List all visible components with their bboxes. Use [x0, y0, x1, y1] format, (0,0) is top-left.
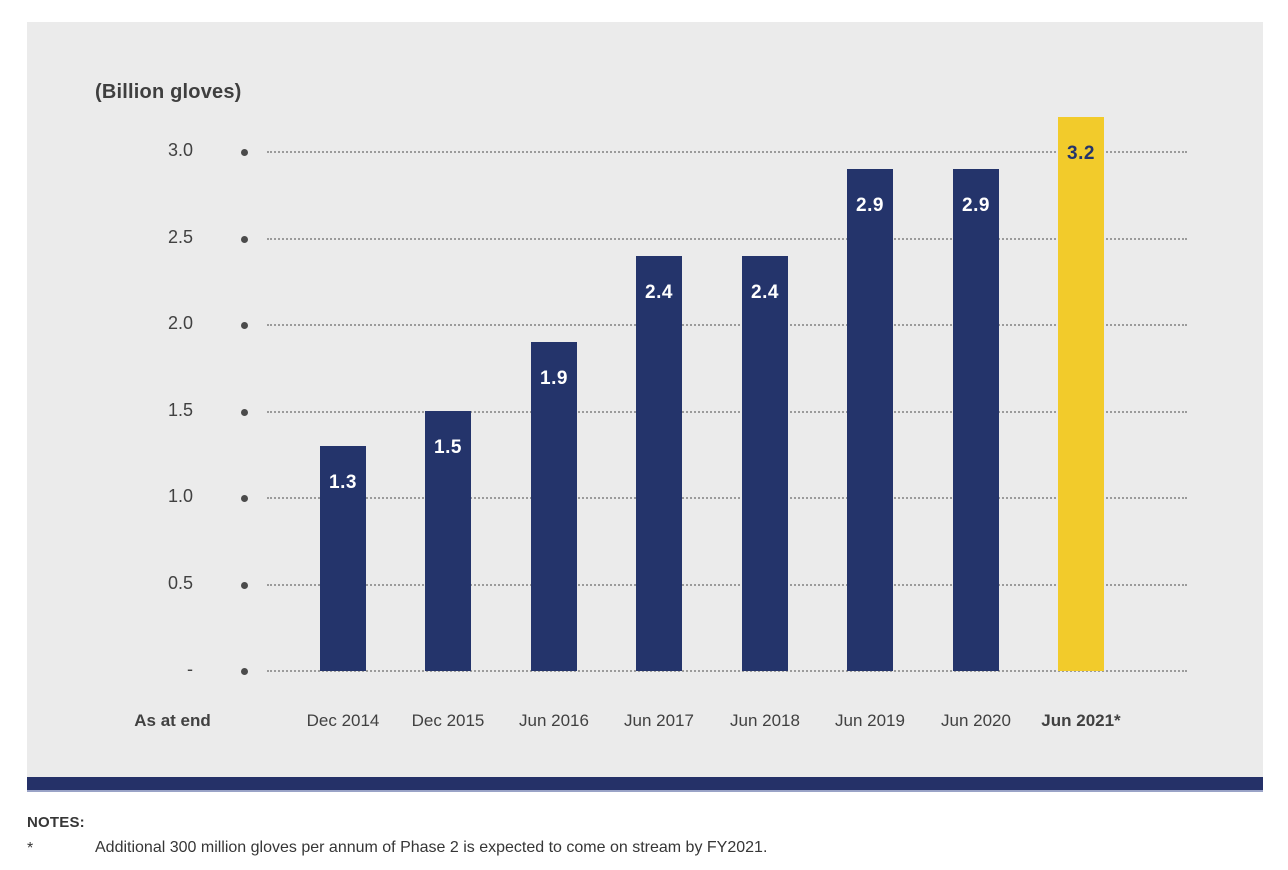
chart-panel: (Billion gloves) 3.0 2.5 2.0 1.5 1.0 0.5 - 1.3 D…: [27, 22, 1263, 777]
gridline-start-dot: [241, 235, 248, 243]
bar-value-label: 2.9: [856, 195, 884, 216]
y-tick-label: 1.0: [167, 486, 193, 506]
bar-jun-2017: 2.4: [636, 256, 682, 671]
bar-jun-2018: 2.4: [742, 256, 788, 671]
bar-chart-plot-area: 3.0 2.5 2.0 1.5 1.0 0.5 - 1.3 Dec 2014 1.5 Dec 201…: [27, 22, 1263, 777]
bar-value-label: 1.5: [434, 437, 462, 458]
notes-heading: NOTES:: [27, 814, 85, 831]
x-tick-label-jun-2016: Jun 2016: [519, 711, 589, 730]
gridline-2.0: [241, 322, 1187, 329]
gridline--: [241, 668, 1187, 675]
gridline-start-dot: [241, 495, 248, 502]
gridline-2.5: [241, 235, 1187, 243]
gridline-start-dot: [241, 668, 248, 675]
bar-jun-2016: 1.9: [531, 342, 577, 671]
chart-title: (Billion gloves): [95, 81, 242, 103]
y-tick-label: 1.5: [167, 399, 193, 420]
bar-value-label: 2.4: [645, 282, 673, 303]
x-tick-label-jun-2020: Jun 2020: [941, 711, 1011, 730]
gridline-start-dot: [241, 322, 248, 329]
x-tick-label-jun-2017: Jun 2017: [624, 711, 694, 730]
bar-value-label: 2.4: [751, 282, 779, 303]
gridline-start-dot: [241, 149, 248, 156]
bar-value-label: 1.3: [329, 472, 357, 493]
bar-dec-2014: 1.3: [320, 446, 366, 671]
bar-jun-2021-: 3.2: [1058, 117, 1104, 671]
x-tick-label-jun-2018: Jun 2018: [730, 711, 800, 730]
gridline-3.0: [241, 149, 1187, 156]
x-tick-label-jun-2019: Jun 2019: [835, 711, 905, 730]
gridline-start-dot: [241, 408, 248, 416]
note-text: Additional 300 million gloves per annum …: [95, 839, 768, 856]
gridline-1.5: [241, 408, 1187, 416]
x-tick-label-dec-2014: Dec 2014: [306, 711, 380, 730]
y-tick-label: 2.0: [167, 313, 193, 333]
notes-section: NOTES: * Additional 300 million gloves p…: [27, 814, 1127, 857]
bar-value-label: 3.2: [1067, 143, 1095, 164]
bar-value-label: 2.9: [962, 195, 990, 216]
note-marker: *: [27, 840, 34, 857]
gridline-1.0: [241, 495, 1187, 502]
bar-value-label: 1.9: [540, 368, 568, 389]
x-tick-label-jun-2021-: Jun 2021*: [1041, 711, 1121, 730]
bar-dec-2015: 1.5: [425, 411, 471, 671]
y-tick-label: -: [187, 659, 193, 679]
bar-jun-2019: 2.9: [847, 169, 893, 671]
note-line: * Additional 300 million gloves per annu…: [27, 839, 1127, 857]
gridline-start-dot: [241, 581, 248, 589]
bar-jun-2020: 2.9: [953, 169, 999, 671]
x-axis-caption: As at end: [134, 711, 211, 730]
x-tick-label-dec-2015: Dec 2015: [411, 711, 485, 730]
y-tick-label: 0.5: [167, 572, 193, 593]
footer-accent-bar: [27, 777, 1263, 792]
y-tick-label: 3.0: [167, 140, 193, 160]
y-tick-label: 2.5: [167, 226, 193, 247]
gridline-0.5: [241, 581, 1187, 589]
